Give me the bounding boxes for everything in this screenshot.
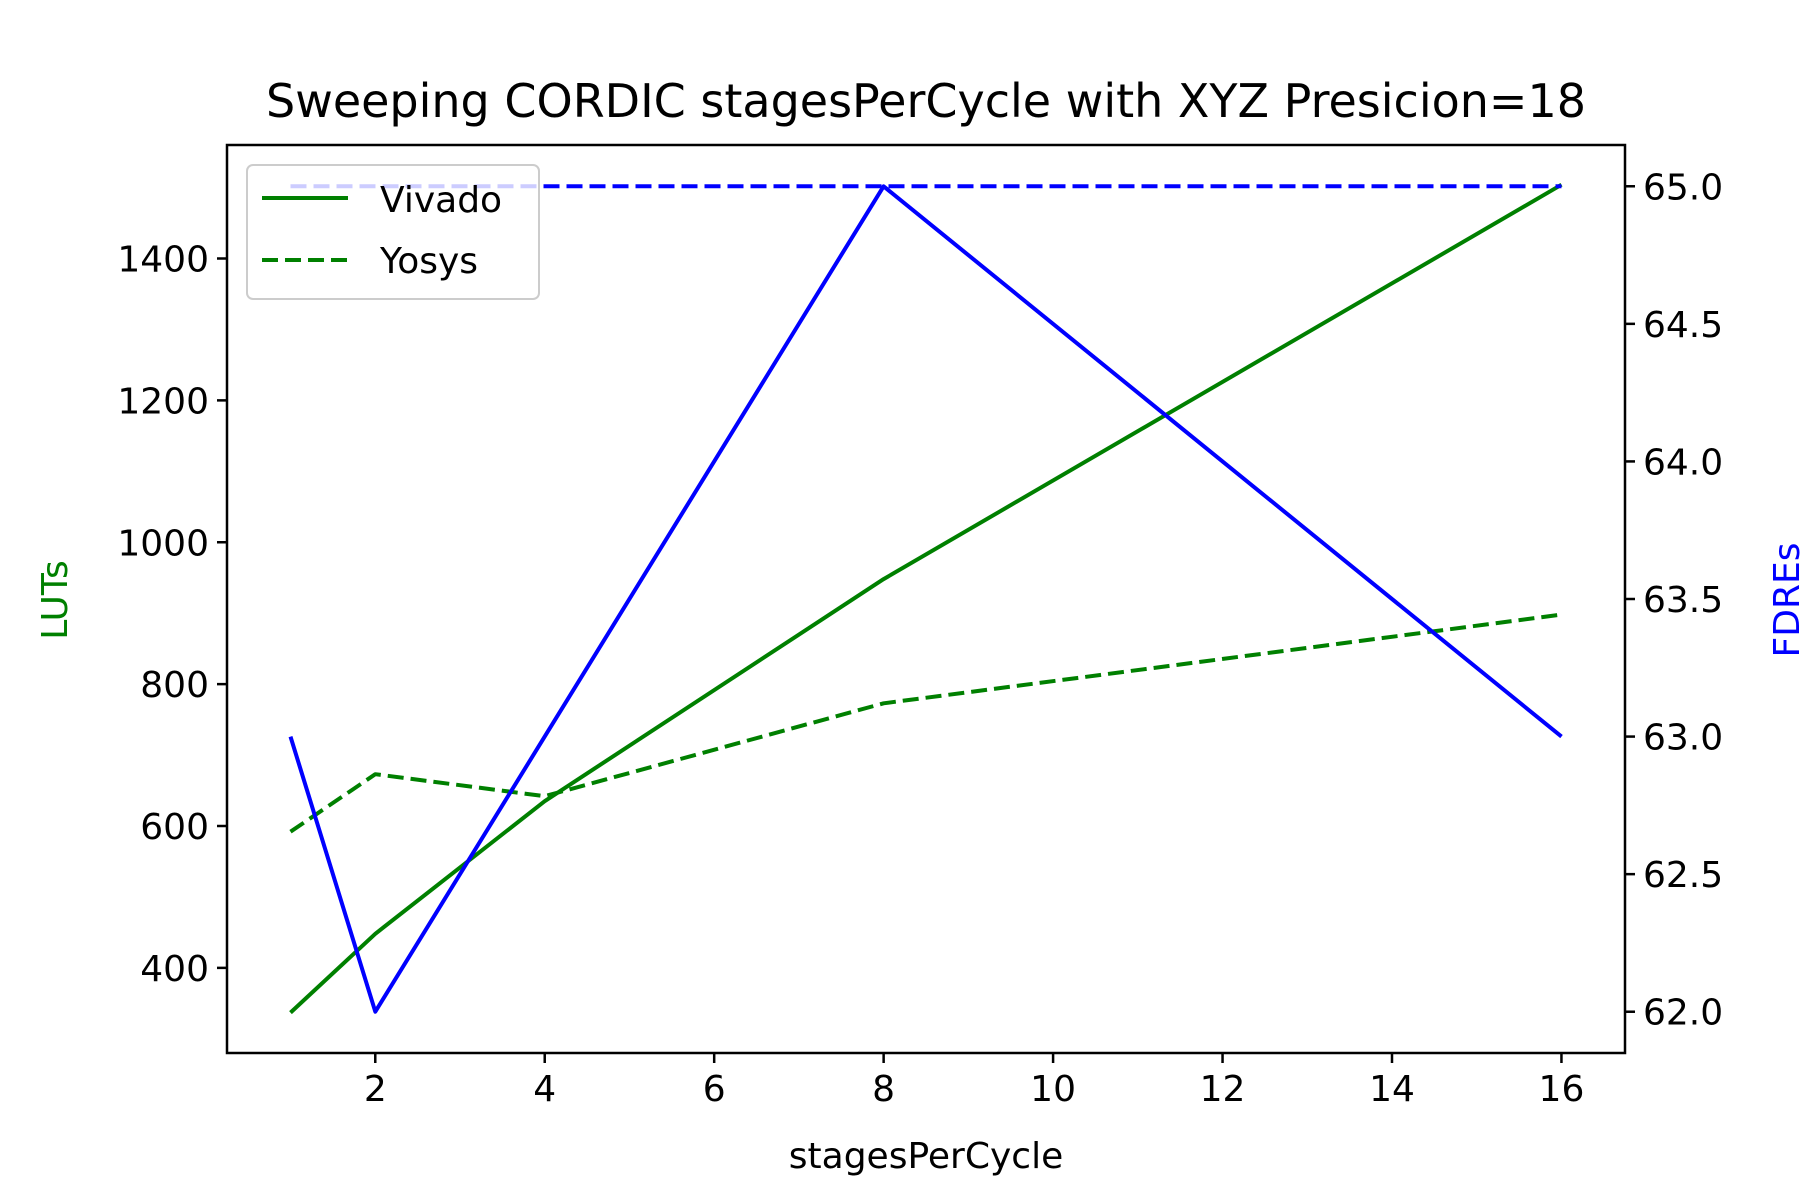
legend: Vivado Yosys <box>246 164 540 300</box>
x-tick-label: 12 <box>1200 1069 1246 1110</box>
series-line-vivado <box>289 182 1563 1015</box>
right-y-axis-ticks: 62.0 62.5 63.0 63.5 64.0 64.5 65.0 <box>1625 167 1723 1034</box>
x-axis-ticks: 2 4 6 8 10 12 14 16 <box>364 1053 1585 1110</box>
right-y-tick-label: 63.0 <box>1643 718 1723 759</box>
left-y-axis-ticks: 400 600 800 1000 1200 1400 <box>117 240 227 990</box>
chart-title: Sweeping CORDIC stagesPerCycle with XYZ … <box>266 74 1586 128</box>
right-y-tick-label: 63.5 <box>1643 580 1723 621</box>
right-y-tick-label: 64.0 <box>1643 442 1723 483</box>
left-y-tick-label: 400 <box>140 949 209 990</box>
left-y-axis-label: LUTs <box>35 560 76 639</box>
left-y-tick-label: 1000 <box>117 523 209 564</box>
left-y-tick-label: 600 <box>140 807 209 848</box>
right-y-tick-label: 64.5 <box>1643 305 1723 346</box>
left-y-tick-label: 800 <box>140 665 209 706</box>
series-line-yosys <box>289 612 1562 834</box>
x-tick-label: 14 <box>1369 1069 1415 1110</box>
left-y-tick-label: 1400 <box>117 240 209 281</box>
right-y-axis-label: FDREs <box>1767 543 1800 658</box>
legend-label-yosys: Yosys <box>379 241 478 282</box>
x-tick-label: 2 <box>364 1069 387 1110</box>
legend-label-vivado: Vivado <box>380 180 502 221</box>
x-axis-label: stagesPerCycle <box>789 1136 1063 1177</box>
x-tick-label: 4 <box>533 1069 556 1110</box>
right-y-tick-label: 62.5 <box>1643 855 1723 896</box>
right-y-tick-label: 62.0 <box>1643 993 1723 1034</box>
x-tick-label: 16 <box>1539 1069 1585 1110</box>
series-line-right-solid <box>288 184 1563 1014</box>
right-y-tick-label: 65.0 <box>1643 167 1723 208</box>
x-tick-label: 8 <box>872 1069 895 1110</box>
x-tick-label: 6 <box>703 1069 726 1110</box>
left-y-tick-label: 1200 <box>117 381 209 422</box>
x-tick-label: 10 <box>1030 1069 1076 1110</box>
